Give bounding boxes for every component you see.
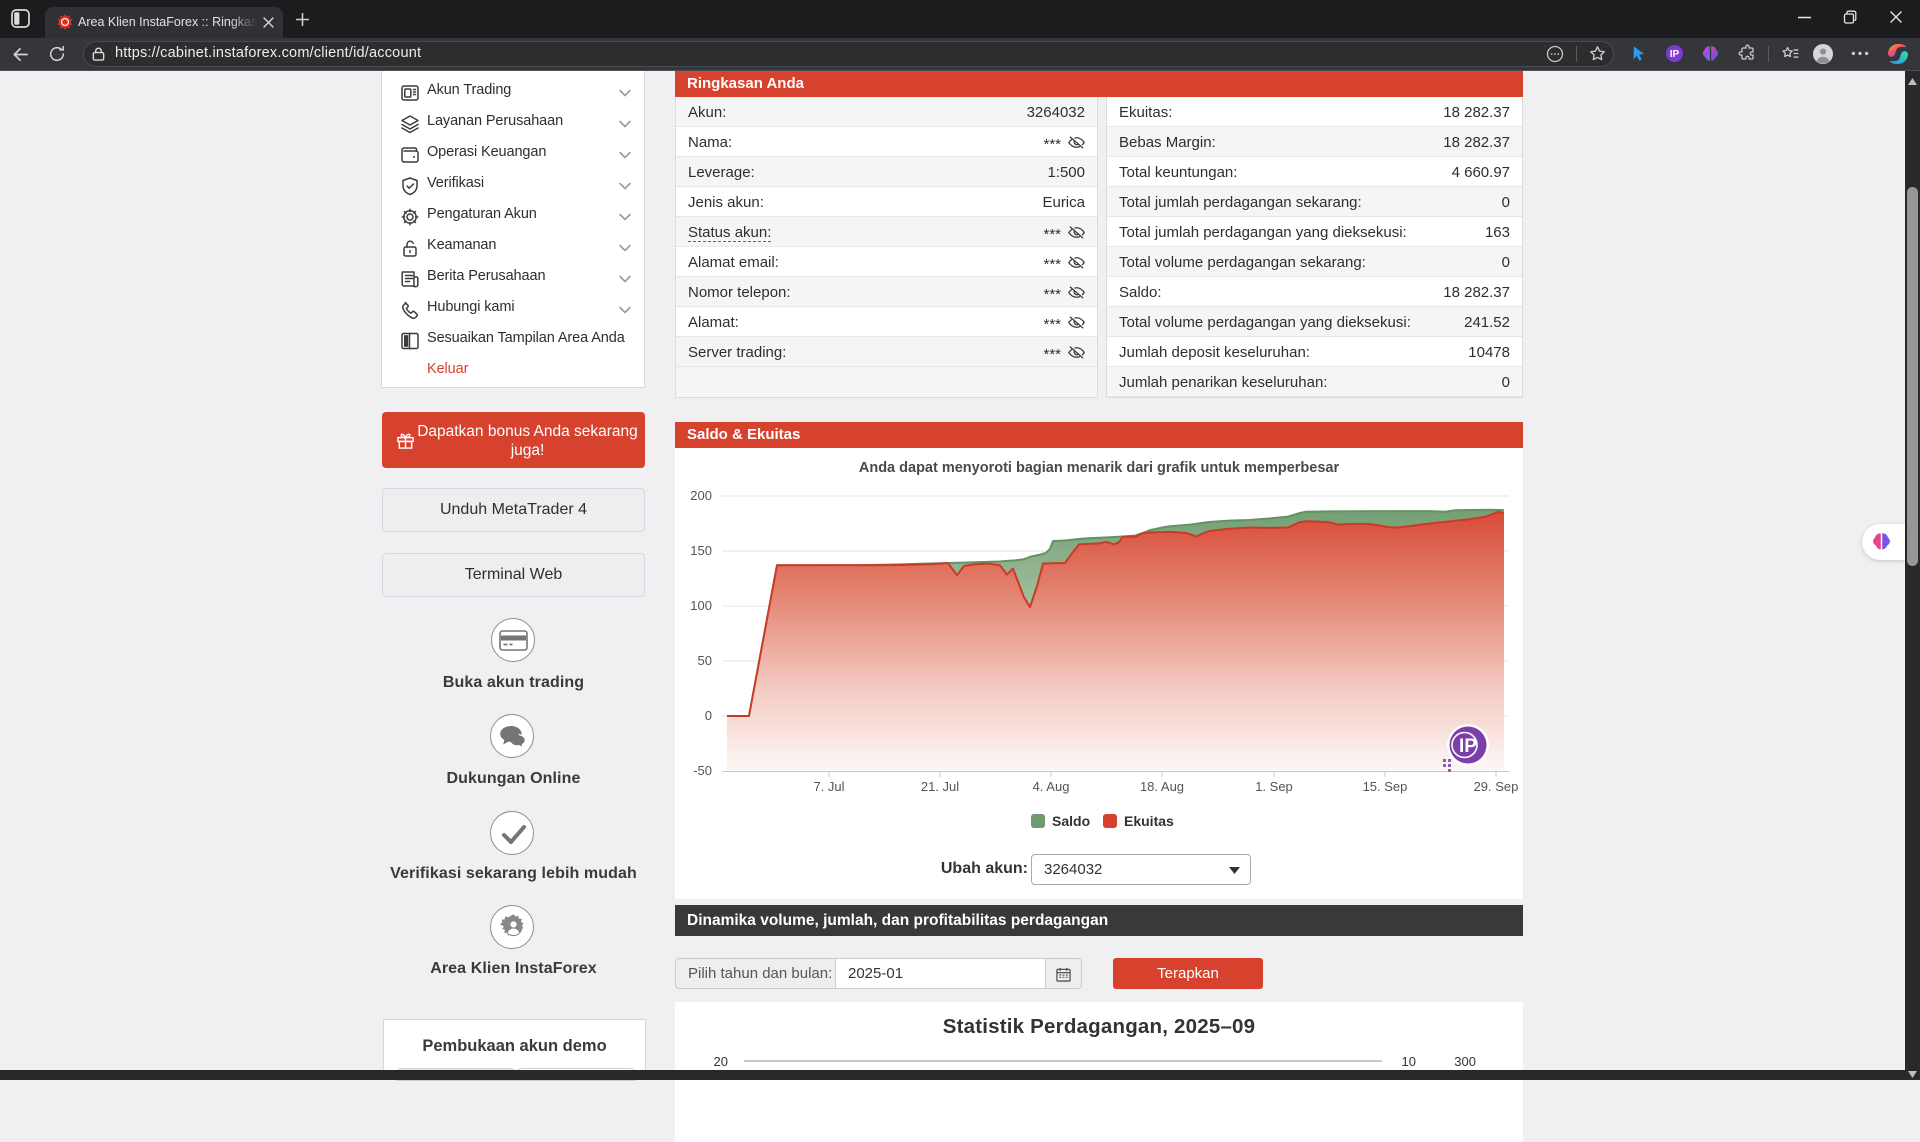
svg-text:IP: IP (1459, 736, 1477, 757)
svg-text:IP: IP (1670, 49, 1680, 60)
